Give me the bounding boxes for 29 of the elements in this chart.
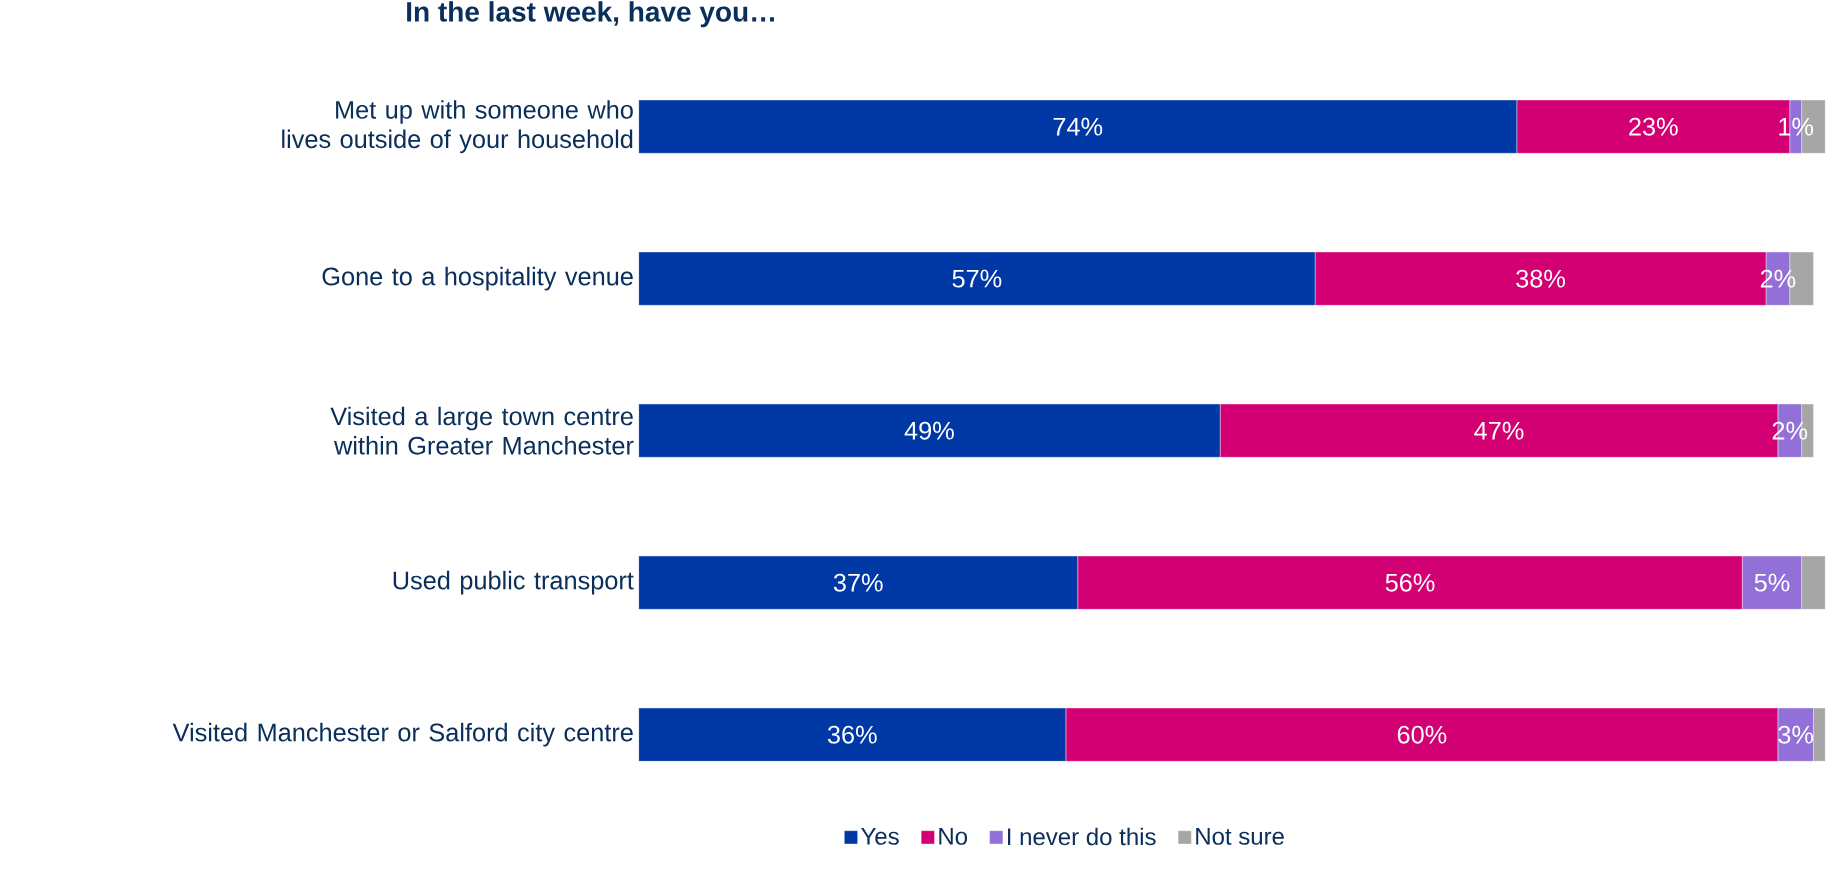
y-tick-label: Gone to a hospitality venue: [322, 266, 633, 291]
y-tick-label: Used public transport: [393, 570, 634, 595]
data-label: 23%: [1629, 117, 1678, 136]
bar: [638, 555, 1078, 610]
data-label: 5%: [1754, 573, 1790, 592]
data-label: 49%: [904, 421, 954, 440]
legend-label: Not sure: [1196, 827, 1284, 845]
chart-title: In the last week, have you…: [407, 1, 774, 28]
bar: [1813, 707, 1826, 762]
legend-label: I never do this: [1008, 827, 1156, 846]
data-label: 74%: [1053, 117, 1103, 136]
data-label: 36%: [827, 725, 877, 744]
bar: [1801, 555, 1826, 610]
bar: [638, 251, 1316, 306]
y-tick-label: Visited Manchester or Salford city centre: [172, 722, 633, 747]
data-label: 57%: [952, 269, 1002, 288]
legend-label: Yes: [861, 827, 899, 845]
y-tick-label: Met up with someone who lives outside of your household: [282, 100, 633, 153]
data-label: 37%: [833, 573, 883, 592]
legend-label: No: [939, 827, 968, 845]
data-label: 47%: [1474, 421, 1524, 440]
data-label: 56%: [1385, 573, 1435, 592]
bar: [638, 707, 1067, 762]
bar: [638, 99, 1518, 154]
data-label: 3%: [1778, 725, 1814, 744]
data-label: 60%: [1397, 725, 1447, 744]
bar: [638, 403, 1221, 458]
data-label: 38%: [1516, 269, 1565, 288]
y-tick-label: Visited a large town centre within Greater Manchester: [330, 406, 634, 455]
